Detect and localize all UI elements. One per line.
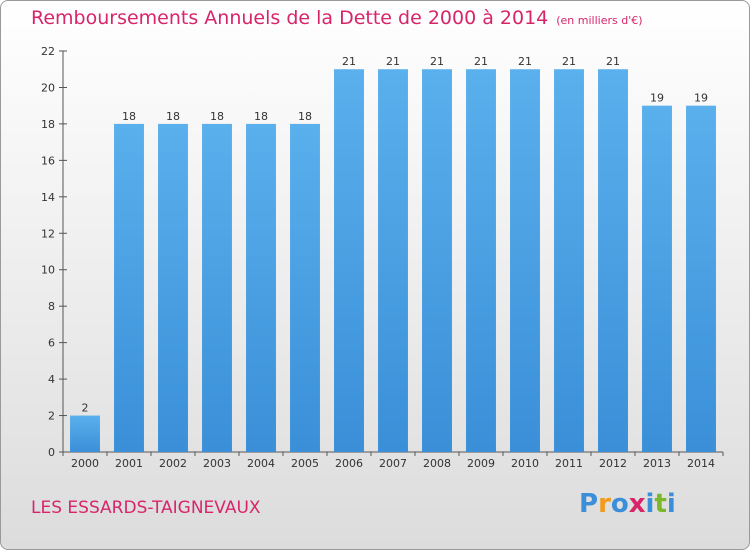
x-tick-label-2000: 2000	[71, 457, 99, 470]
bar-2004	[246, 123, 276, 452]
value-label-2011: 21	[562, 55, 576, 68]
x-tick-label-2012: 2012	[599, 457, 627, 470]
value-label-2001: 18	[122, 110, 136, 123]
logo-letter: x	[628, 489, 646, 519]
y-tick-label: 20	[41, 81, 55, 94]
value-label-2008: 21	[430, 55, 444, 68]
commune-name: LES ESSARDS-TAIGNEVAUX	[31, 498, 261, 518]
value-label-2013: 19	[650, 92, 664, 105]
bar-2013	[642, 105, 672, 453]
bar-2014	[686, 105, 716, 453]
bar-2007	[378, 69, 408, 452]
value-label-2007: 21	[386, 55, 400, 68]
y-tick-label: 16	[41, 154, 55, 167]
logo-letter: t	[654, 489, 667, 519]
y-tick-label: 4	[48, 373, 55, 386]
value-label-2004: 18	[254, 110, 268, 123]
x-tick-label-2009: 2009	[467, 457, 495, 470]
bar-2010	[510, 69, 540, 452]
x-tick-label-2014: 2014	[687, 457, 715, 470]
logo-letter: i	[645, 489, 655, 519]
chart-labels: 2 2000 18 2001 18 2002 18 2003 18 2004 18 2005 21 200…	[71, 55, 715, 470]
y-tick-label: 8	[48, 300, 55, 313]
y-tick-label: 12	[41, 227, 55, 240]
chart-title-text: Remboursements Annuels de la Dette de 20…	[31, 7, 549, 29]
x-tick-label-2007: 2007	[379, 457, 407, 470]
value-label-2006: 21	[342, 55, 356, 68]
bar-2002	[158, 123, 188, 452]
value-label-2009: 21	[474, 55, 488, 68]
x-tick-label-2008: 2008	[423, 457, 451, 470]
y-tick-label: 22	[41, 45, 55, 58]
chart-unit: (en milliers d'€)	[556, 14, 643, 27]
logo-letter: r	[598, 489, 611, 519]
x-tick-label-2013: 2013	[643, 457, 671, 470]
x-tick-label-2010: 2010	[511, 457, 539, 470]
bar-2012	[598, 69, 628, 452]
logo-letter: i	[666, 489, 676, 519]
bar-2008	[422, 69, 452, 452]
value-label-2003: 18	[210, 110, 224, 123]
value-label-2002: 18	[166, 110, 180, 123]
bar-2006	[334, 69, 364, 452]
chart-bars	[70, 69, 716, 453]
x-tick-label-2005: 2005	[291, 457, 319, 470]
bar-2001	[114, 123, 144, 452]
logo-letter: o	[610, 489, 629, 519]
proxiti-logo[interactable]: Proxiti	[579, 489, 676, 519]
y-tick-label: 18	[41, 118, 55, 131]
y-tick-label: 0	[48, 446, 55, 459]
value-label-2014: 19	[694, 92, 708, 105]
value-label-2000: 2	[82, 402, 89, 415]
y-tick-label: 14	[41, 191, 55, 204]
logo-letter: P	[579, 489, 599, 519]
value-label-2012: 21	[606, 55, 620, 68]
x-tick-label-2001: 2001	[115, 457, 143, 470]
x-tick-label-2006: 2006	[335, 457, 363, 470]
y-tick-label: 10	[41, 264, 55, 277]
bar-2009	[466, 69, 496, 452]
value-label-2010: 21	[518, 55, 532, 68]
y-tick-label: 2	[48, 410, 55, 423]
x-tick-label-2011: 2011	[555, 457, 583, 470]
bar-2011	[554, 69, 584, 452]
x-tick-label-2002: 2002	[159, 457, 187, 470]
x-tick-label-2004: 2004	[247, 457, 275, 470]
y-tick-label: 6	[48, 337, 55, 350]
value-label-2005: 18	[298, 110, 312, 123]
bar-2000	[70, 415, 100, 452]
chart-title: Remboursements Annuels de la Dette de 20…	[31, 7, 643, 29]
x-tick-label-2003: 2003	[203, 457, 231, 470]
bar-2005	[290, 123, 320, 452]
bar-2003	[202, 123, 232, 452]
